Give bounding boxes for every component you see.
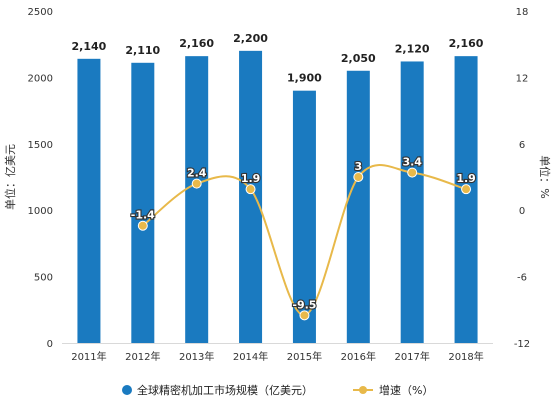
bar [400, 61, 424, 344]
left-axis-title: 单位：亿美元 [3, 144, 17, 210]
left-tick-label: 500 [34, 273, 53, 284]
right-tick-label: 6 [519, 140, 525, 151]
left-tick-label: 1000 [28, 206, 53, 217]
bar [239, 50, 263, 344]
right-tick-label: -6 [517, 273, 527, 284]
x-tick-label: 2011年 [71, 350, 106, 363]
right-tick-label: -12 [514, 339, 530, 350]
line-value-label: 2.4 [187, 167, 207, 180]
x-tick-label: 2018年 [448, 350, 483, 363]
line-value-label: 3 [354, 160, 362, 173]
bar-value-label: 2,110 [125, 44, 160, 57]
right-axis-title: 单位：% [538, 155, 552, 198]
line-point [299, 310, 310, 321]
line-point [353, 172, 364, 182]
bar-labels: 2,140 2,110 2,160 2,200 1,900 2,050 2,120 2,160 [72, 32, 484, 85]
bar-value-label: 2,120 [395, 42, 430, 55]
x-tick-label: 2017年 [394, 350, 429, 363]
x-tick-label: 2012年 [125, 350, 160, 363]
right-tick-label: 12 [516, 73, 529, 84]
bar-series [77, 50, 478, 344]
line-value-label: -1.4 [131, 209, 155, 222]
left-tick-label: 2000 [28, 73, 53, 84]
x-tick-label: 2016年 [341, 350, 376, 363]
left-tick-label: 0 [47, 339, 53, 350]
x-tick-label: 2014年 [233, 350, 268, 363]
bar-value-label: 2,140 [72, 40, 107, 53]
bar-value-label: 2,200 [233, 32, 268, 45]
right-tick-label: 18 [516, 7, 529, 18]
legend-bar-swatch [122, 385, 132, 395]
line-point [461, 184, 472, 195]
legend-bar-label: 全球精密机加工市场规模（亿美元） [137, 383, 313, 397]
x-axis: 2011年 2012年 2013年 2014年 2015年 2016年 2017年 2018年 [71, 350, 484, 363]
legend-line-label: 增速（%） [379, 383, 433, 397]
bar [77, 58, 101, 344]
line-labels: -1.4 2.4 1.9 -9.5 3 3.4 1.9 [130, 154, 477, 312]
left-tick-label: 1500 [28, 140, 53, 151]
legend-line-marker [359, 386, 367, 394]
bar [346, 70, 370, 343]
bar [454, 56, 478, 343]
bar-value-label: 1,900 [287, 72, 322, 85]
line-value-label: 1.9 [241, 172, 261, 185]
line-value-label: -9.5 [292, 298, 316, 311]
left-tick-label: 2500 [28, 7, 53, 18]
right-axis: -12 -6 0 6 12 18 [514, 7, 530, 350]
left-axis: 0 500 1000 1500 2000 2500 [28, 7, 53, 350]
right-tick-label: 0 [519, 206, 525, 217]
line-point [137, 220, 148, 231]
bar [185, 56, 209, 343]
line-point [191, 178, 202, 189]
line-point [245, 184, 256, 195]
bar-value-label: 2,050 [341, 52, 376, 65]
line-series [137, 164, 472, 321]
x-tick-label: 2013年 [179, 350, 214, 363]
line-value-label: 3.4 [402, 156, 422, 169]
line-point [407, 167, 418, 178]
line-value-label: 1.9 [456, 172, 476, 185]
bar-value-label: 2,160 [449, 37, 484, 50]
legend: 全球精密机加工市场规模（亿美元） 增速（%） [122, 383, 433, 397]
bar [131, 62, 155, 344]
bar [292, 90, 316, 344]
bar-value-label: 2,160 [179, 37, 214, 50]
x-tick-label: 2015年 [287, 350, 322, 363]
